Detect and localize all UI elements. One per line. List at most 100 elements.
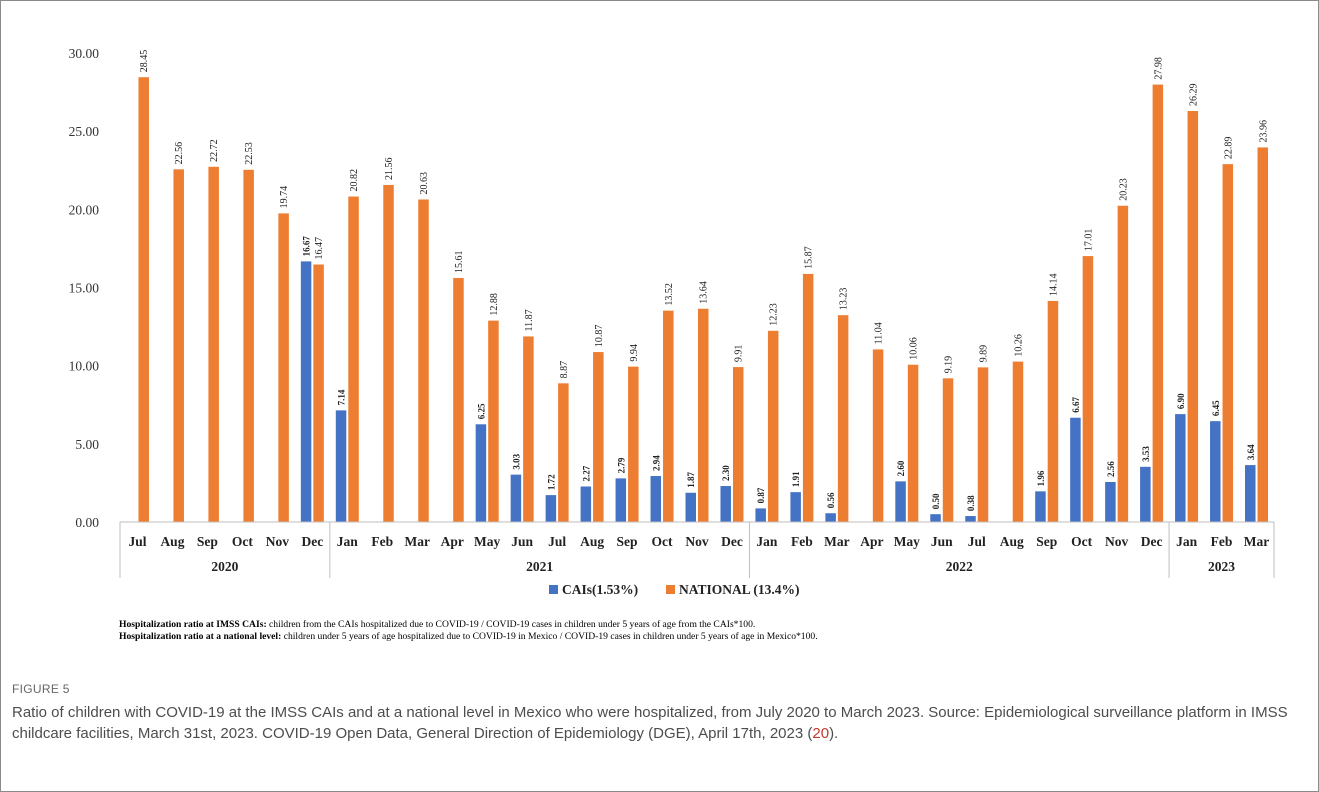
x-tick-label: Dec (721, 534, 743, 549)
data-label-national: 22.56 (174, 142, 185, 165)
bar-national (523, 336, 534, 522)
x-tick-label: Sep (617, 534, 638, 549)
bar-national (1257, 147, 1269, 522)
data-label-national: 9.19 (944, 356, 955, 374)
data-label-national: 15.61 (454, 250, 465, 273)
x-tick-label: Aug (580, 534, 604, 549)
x-tick-label: Dec (1141, 534, 1163, 549)
y-tick-label: 30.00 (69, 46, 100, 61)
bar-national (663, 310, 674, 522)
bar-national (1082, 256, 1094, 522)
data-label-cais: 2.94 (651, 455, 661, 471)
bar-national (802, 273, 814, 522)
data-label-national: 12.88 (489, 293, 500, 316)
data-label-national: 11.04 (874, 322, 885, 344)
x-tick-label: Jul (968, 534, 986, 549)
legend-label-cais: CAIs(1.53%) (562, 582, 638, 597)
bar-national (732, 367, 744, 522)
caption-text: Ratio of children with COVID-19 at the I… (12, 704, 1288, 742)
year-label: 2021 (526, 559, 553, 574)
bar-cais (895, 481, 906, 522)
data-label-national: 15.87 (804, 246, 815, 269)
figure-caption: Ratio of children with COVID-19 at the I… (12, 702, 1308, 744)
bar-cais (580, 486, 592, 522)
data-label-cais: 7.14 (337, 389, 347, 405)
bar-cais (965, 516, 976, 522)
bar-national (1152, 84, 1164, 522)
bar-cais (1210, 421, 1221, 522)
x-tick-label: Feb (1211, 534, 1233, 549)
data-label-national: 22.89 (1223, 137, 1234, 160)
bar-national (348, 196, 359, 523)
bar-national (1047, 300, 1059, 522)
x-tick-label: Nov (685, 534, 708, 549)
x-tick-label: Apr (860, 534, 883, 549)
data-label-cais: 1.91 (791, 471, 801, 487)
x-tick-label: Nov (266, 534, 289, 549)
legend-swatch-national (666, 585, 675, 594)
x-tick-label: Jan (1176, 534, 1198, 549)
data-label-national: 10.87 (594, 325, 605, 348)
data-label-national: 8.87 (559, 361, 570, 379)
bar-national (558, 383, 569, 522)
data-label-national: 17.01 (1083, 229, 1094, 252)
x-tick-label: Aug (160, 534, 184, 549)
x-tick-label: Jun (931, 534, 953, 549)
note-cais-label: Hospitalization ratio at IMSS CAIs: (119, 619, 267, 630)
bar-national (173, 169, 184, 522)
data-label-national: 27.98 (1153, 57, 1164, 80)
bar-cais (930, 514, 941, 522)
bar-national (628, 366, 639, 522)
figure-label: FIGURE 5 (12, 682, 70, 696)
data-label-national: 20.63 (419, 172, 430, 195)
year-label: 2020 (211, 559, 238, 574)
bar-cais (1035, 491, 1046, 522)
x-tick-label: May (894, 534, 920, 549)
y-tick-label: 5.00 (75, 437, 99, 452)
bar-cais (1175, 414, 1186, 522)
data-label-cais: 6.25 (476, 403, 486, 419)
data-label-national: 22.72 (209, 139, 220, 162)
x-tick-label: Dec (301, 534, 323, 549)
note-national-label: Hospitalization ratio at a national leve… (119, 631, 282, 642)
bar-national (767, 330, 779, 522)
data-label-national: 21.56 (384, 157, 395, 180)
x-tick-label: Oct (1071, 534, 1092, 549)
bar-cais (1070, 417, 1081, 522)
y-tick-label: 25.00 (69, 124, 100, 139)
data-label-cais: 0.50 (931, 493, 941, 509)
x-tick-label: Sep (1036, 534, 1057, 549)
data-label-national: 9.91 (734, 345, 745, 363)
bar-cais (1245, 465, 1256, 522)
bar-national (243, 169, 254, 522)
bar-cais (1140, 466, 1151, 522)
y-tick-label: 0.00 (75, 515, 99, 530)
data-label-cais: 1.96 (1036, 470, 1046, 486)
bar-cais (335, 410, 347, 522)
bar-national (907, 364, 919, 522)
data-label-cais: 16.67 (302, 236, 312, 257)
x-tick-label: Mar (405, 534, 430, 549)
bar-cais (615, 478, 627, 522)
x-tick-label: Apr (441, 534, 464, 549)
bar-cais (300, 261, 312, 522)
data-label-cais: 2.79 (616, 457, 626, 473)
data-label-national: 11.87 (524, 309, 535, 331)
data-label-cais: 3.03 (511, 453, 521, 469)
bar-cais (475, 424, 487, 522)
bar-cais (650, 476, 662, 522)
bar-national (138, 77, 149, 523)
bar-national (208, 166, 219, 522)
caption-reference-link[interactable]: 20 (812, 725, 830, 742)
bar-national (1222, 164, 1234, 522)
data-label-cais: 2.60 (896, 460, 906, 476)
data-label-cais: 0.38 (966, 495, 976, 511)
data-label-cais: 6.90 (1176, 393, 1186, 409)
data-label-national: 13.64 (699, 281, 710, 304)
data-label-national: 9.94 (629, 344, 640, 362)
y-tick-label: 10.00 (69, 359, 100, 374)
bar-national (418, 199, 429, 523)
bar-national (1012, 361, 1024, 522)
bar-cais (755, 508, 766, 522)
y-tick-label: 15.00 (69, 281, 100, 296)
